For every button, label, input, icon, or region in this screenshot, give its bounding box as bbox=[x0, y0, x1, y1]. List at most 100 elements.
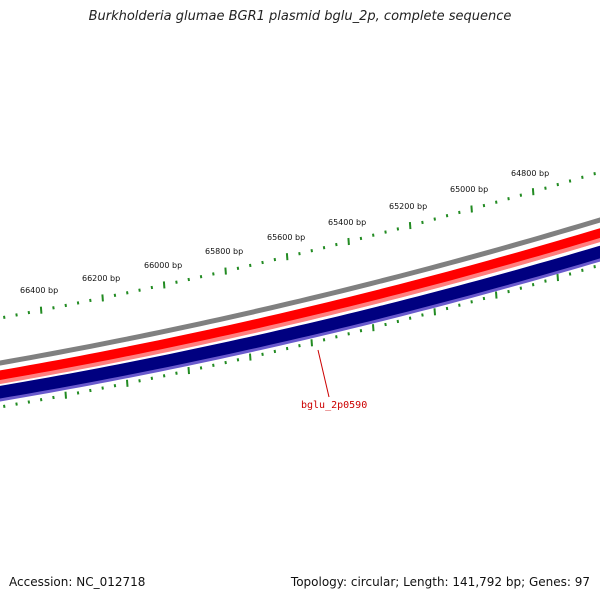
outer-scale-major-tick bbox=[347, 237, 350, 246]
outer-scale-minor-tick bbox=[396, 227, 400, 231]
outer-scale-major-tick bbox=[285, 253, 289, 261]
inner-scale-ticks bbox=[3, 265, 596, 408]
inner-scale-minor-tick bbox=[482, 296, 486, 301]
outer-scale-minor-tick bbox=[261, 260, 264, 265]
inner-scale-minor-tick bbox=[445, 306, 449, 311]
scale-label-65400: 65400 bp bbox=[328, 218, 366, 227]
inner-scale-minor-tick bbox=[470, 300, 473, 304]
scale-label-66400: 66400 bp bbox=[20, 286, 58, 295]
inner-scale-major-tick bbox=[187, 367, 190, 375]
inner-scale-minor-tick bbox=[261, 352, 264, 356]
inner-scale-minor-tick bbox=[150, 376, 154, 380]
reverse-strand-ring bbox=[0, 245, 600, 401]
gene-annotations: bglu_2p0590 bbox=[301, 349, 367, 411]
inner-scale-minor-tick bbox=[89, 388, 92, 393]
inner-scale-major-tick bbox=[310, 339, 313, 347]
inner-scale-minor-tick bbox=[581, 268, 584, 272]
outer-scale-major-tick bbox=[224, 267, 227, 275]
inner-scale-minor-tick bbox=[458, 303, 461, 307]
scale-labels: 66400 bp 66200 bp 66000 bp 65800 bp 6560… bbox=[20, 169, 549, 295]
outer-scale-minor-tick bbox=[150, 285, 154, 290]
inner-scale-minor-tick bbox=[384, 322, 387, 327]
outer-scale-minor-tick bbox=[372, 233, 375, 237]
outer-scale-minor-tick bbox=[556, 182, 559, 187]
inner-scale-minor-tick bbox=[519, 286, 523, 290]
inner-scale-minor-tick bbox=[359, 329, 363, 333]
outer-scale-major-tick bbox=[101, 294, 104, 302]
inner-scale-minor-tick bbox=[285, 346, 289, 351]
outer-scale-minor-tick bbox=[495, 200, 498, 204]
inner-scale-minor-tick bbox=[212, 363, 215, 367]
inner-scale-minor-tick bbox=[15, 402, 18, 406]
backbone-ring bbox=[0, 217, 600, 366]
outer-scale-minor-tick bbox=[15, 313, 18, 317]
outer-scale-minor-tick bbox=[64, 303, 67, 308]
outer-scale-minor-tick bbox=[593, 172, 596, 176]
inner-scale-minor-tick bbox=[347, 332, 350, 336]
outer-scale-minor-tick bbox=[384, 230, 387, 234]
outer-scale-minor-tick bbox=[199, 275, 203, 279]
inner-scale-minor-tick bbox=[224, 360, 227, 365]
scale-label-65600: 65600 bp bbox=[267, 233, 305, 242]
inner-scale-minor-tick bbox=[322, 338, 326, 342]
outer-scale-minor-tick bbox=[138, 288, 141, 292]
inner-scale-major-tick bbox=[556, 274, 559, 282]
scale-label-66200: 66200 bp bbox=[82, 274, 120, 283]
topology-summary-text: Topology: circular; Length: 141,792 bp; … bbox=[290, 575, 590, 589]
inner-scale-minor-tick bbox=[101, 386, 104, 390]
inner-scale-minor-tick bbox=[39, 398, 43, 402]
outer-scale-minor-tick bbox=[298, 252, 301, 256]
forward-strand-inner-ring bbox=[0, 237, 600, 385]
inner-scale-major-tick bbox=[495, 291, 498, 299]
inner-scale-major-tick bbox=[372, 324, 375, 332]
outer-scale-minor-tick bbox=[519, 193, 523, 197]
outer-scale-minor-tick bbox=[359, 236, 363, 241]
inner-scale-minor-tick bbox=[273, 349, 277, 354]
inner-scale-minor-tick bbox=[408, 316, 412, 320]
scale-label-65800: 65800 bp bbox=[205, 247, 243, 256]
reverse-strand-edge-ring bbox=[0, 258, 600, 402]
map-title: Burkholderia glumae BGR1 plasmid bglu_2p… bbox=[88, 9, 512, 24]
inner-scale-minor-tick bbox=[175, 371, 178, 375]
outer-scale-minor-tick bbox=[212, 272, 215, 276]
outer-scale-minor-tick bbox=[236, 266, 240, 270]
inner-scale-major-tick bbox=[126, 379, 129, 387]
inner-scale-minor-tick bbox=[113, 384, 117, 388]
inner-scale-major-tick bbox=[433, 308, 436, 316]
outer-scale-minor-tick bbox=[27, 310, 31, 315]
outer-scale-ticks bbox=[3, 172, 596, 319]
forward-strand-ring bbox=[0, 228, 600, 384]
inner-scale-minor-tick bbox=[396, 319, 400, 324]
outer-scale-major-tick bbox=[162, 281, 166, 289]
outer-scale-minor-tick bbox=[273, 257, 277, 262]
outer-scale-minor-tick bbox=[458, 210, 461, 215]
outer-scale-minor-tick bbox=[175, 280, 178, 284]
inner-scale-minor-tick bbox=[76, 391, 80, 395]
outer-scale-minor-tick bbox=[249, 263, 252, 268]
inner-scale-minor-tick bbox=[507, 289, 510, 294]
inner-scale-minor-tick bbox=[199, 366, 203, 370]
scale-label-65200: 65200 bp bbox=[389, 202, 427, 211]
gene-label-bglu-2p0590[interactable]: bglu_2p0590 bbox=[301, 400, 367, 411]
outer-scale-minor-tick bbox=[89, 298, 92, 303]
outer-scale-minor-tick bbox=[113, 293, 117, 297]
inner-scale-minor-tick bbox=[593, 265, 596, 269]
inner-scale-minor-tick bbox=[531, 283, 535, 287]
outer-scale-minor-tick bbox=[126, 291, 129, 295]
outer-scale-major-tick bbox=[470, 205, 473, 213]
outer-scale-minor-tick bbox=[187, 277, 190, 282]
inner-scale-minor-tick bbox=[27, 400, 31, 404]
outer-scale-major-tick bbox=[408, 222, 412, 230]
scale-label-66000: 66000 bp bbox=[144, 261, 182, 270]
outer-scale-minor-tick bbox=[568, 179, 572, 183]
inner-scale-minor-tick bbox=[421, 313, 424, 317]
outer-scale-minor-tick bbox=[52, 306, 55, 310]
inner-scale-minor-tick bbox=[138, 379, 141, 383]
outer-scale-minor-tick bbox=[544, 186, 547, 190]
outer-scale-minor-tick bbox=[310, 249, 313, 253]
inner-scale-major-tick bbox=[64, 391, 67, 399]
inner-scale-minor-tick bbox=[52, 395, 55, 400]
outer-scale-minor-tick bbox=[3, 315, 6, 319]
